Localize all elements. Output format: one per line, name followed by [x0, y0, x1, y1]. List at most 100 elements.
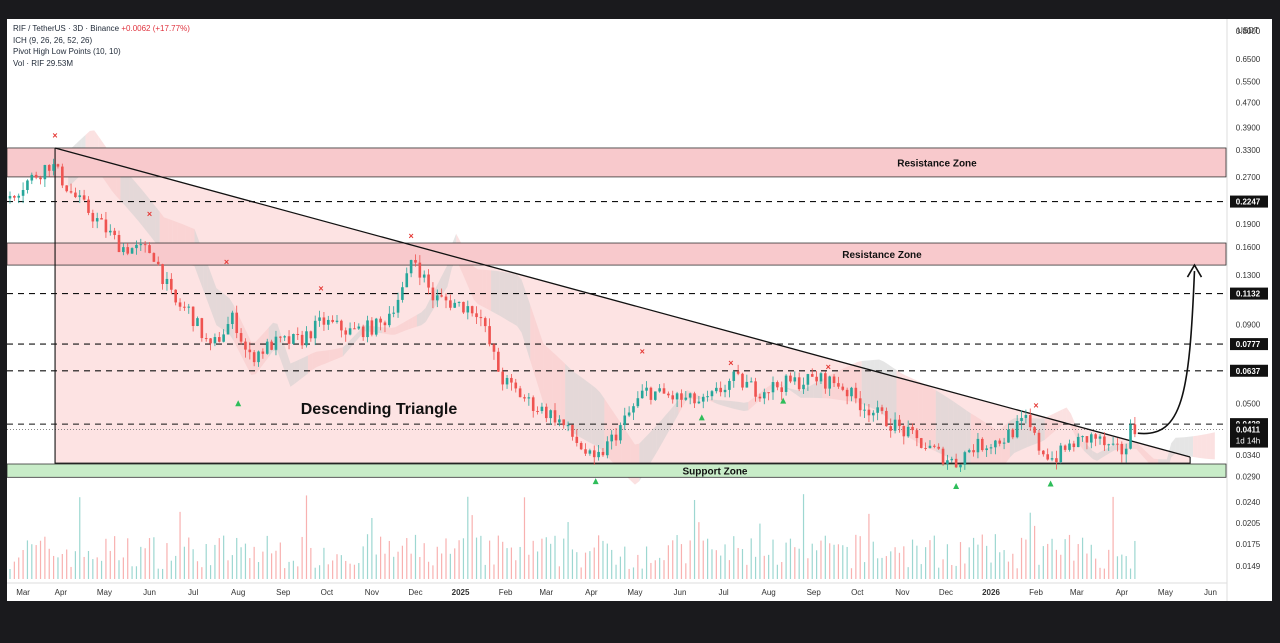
- candle-body: [771, 382, 775, 393]
- level-price-label: 0.2247: [1236, 198, 1261, 207]
- volume-bar: [580, 567, 582, 579]
- volume-bar: [406, 538, 408, 579]
- candle-body: [850, 387, 853, 397]
- cloud-segment: [717, 400, 723, 406]
- candle-body: [191, 306, 195, 327]
- volume-bar: [772, 539, 774, 579]
- candle-body: [1007, 429, 1010, 443]
- time-tick-label: 2025: [452, 588, 470, 597]
- candle-body: [693, 393, 696, 404]
- candle-body: [649, 387, 653, 400]
- volume-bar: [1038, 564, 1040, 579]
- pivot-low-marker: [780, 397, 787, 404]
- candle-body: [30, 174, 34, 181]
- volume-bar: [972, 537, 975, 579]
- ichimoku-legend[interactable]: ICH (9, 26, 26, 52, 26): [13, 36, 93, 45]
- volume-bar: [471, 515, 473, 579]
- volume-bar: [244, 543, 247, 579]
- candle-body: [854, 387, 858, 399]
- volume-bar: [297, 566, 299, 579]
- projection-arrowhead: [1186, 263, 1203, 278]
- time-tick-label: Aug: [762, 588, 776, 597]
- time-tick-label: May: [97, 588, 112, 597]
- candle-body: [61, 166, 64, 186]
- cloud-segment: [556, 355, 561, 422]
- candle-body: [902, 426, 906, 437]
- cloud-segment: [735, 401, 740, 411]
- cloud-segment: [312, 351, 317, 370]
- price-tick-label: 0.8000: [1236, 27, 1261, 36]
- cloud-segment: [395, 324, 400, 335]
- cloud-segment: [146, 195, 151, 237]
- candle-body: [152, 253, 156, 262]
- cloud-segment: [1114, 443, 1119, 451]
- cloud-segment: [722, 400, 727, 407]
- candle-body: [313, 320, 317, 339]
- volume-bar: [1099, 567, 1101, 579]
- cloud-segment: [1175, 437, 1180, 455]
- candle-body: [898, 419, 901, 427]
- cloud-segment: [473, 266, 478, 305]
- volume-bar: [153, 537, 155, 579]
- candle-body: [69, 191, 73, 193]
- candle-body: [954, 458, 958, 468]
- volume-bar: [188, 537, 190, 579]
- volume-bar: [1086, 553, 1088, 579]
- cloud-segment: [1022, 418, 1028, 450]
- volume-bar: [240, 547, 242, 579]
- candle-body: [466, 306, 470, 313]
- price-chart[interactable]: Resistance Zone Resistance Zone Support Zo…: [7, 19, 1272, 601]
- resistance-zone-2[interactable]: [7, 242, 1227, 266]
- cloud-segment: [1206, 433, 1211, 460]
- volume-bar: [959, 542, 962, 579]
- cloud-segment: [539, 330, 544, 403]
- cloud-segment: [935, 390, 941, 454]
- volume-bar: [266, 535, 268, 579]
- volume-bar: [798, 548, 800, 579]
- pivot-legend[interactable]: Pivot High Low Points (10, 10): [13, 47, 121, 56]
- candle-body: [871, 412, 875, 416]
- volume-bar: [441, 553, 443, 579]
- candle-body: [122, 247, 125, 253]
- cloud-segment: [953, 401, 958, 462]
- candle-body: [784, 375, 788, 392]
- price-tick-label: 0.0290: [1236, 472, 1261, 481]
- support-zone[interactable]: [7, 463, 1227, 478]
- volume-bar: [292, 560, 295, 579]
- volume-bar: [515, 560, 517, 579]
- cloud-segment: [508, 272, 513, 324]
- volume-bars: [9, 494, 1136, 579]
- volume-bar: [737, 547, 739, 579]
- candle-body: [762, 392, 766, 399]
- candle-body: [667, 393, 670, 396]
- volume-bar: [336, 554, 338, 579]
- candle-body: [544, 406, 548, 419]
- candle-body: [989, 447, 993, 449]
- volume-bar: [1051, 538, 1053, 579]
- candle-body: [1020, 417, 1023, 422]
- cloud-segment: [347, 338, 352, 352]
- candle-body: [536, 410, 539, 412]
- candle-body: [470, 306, 474, 314]
- cloud-segment: [1123, 443, 1128, 450]
- descending-trendline[interactable]: [54, 147, 1191, 458]
- volume-bar: [942, 559, 944, 579]
- candle-body: [1068, 443, 1071, 450]
- cloud-segment: [1079, 434, 1085, 451]
- candle-body: [457, 301, 461, 303]
- candle-body: [235, 312, 239, 334]
- volume-bar: [929, 540, 931, 579]
- price-tick-label: 0.0240: [1236, 498, 1261, 507]
- resistance-zone-1[interactable]: [7, 147, 1227, 178]
- cloud-segment: [155, 206, 160, 249]
- time-tick-label: Oct: [851, 588, 864, 597]
- volume-bar: [135, 566, 138, 579]
- candle-body: [300, 334, 304, 346]
- cloud-segment: [499, 271, 505, 319]
- candle-body: [824, 373, 827, 389]
- time-tick-label: Apr: [1116, 588, 1129, 597]
- volume-bar: [724, 544, 726, 579]
- candle-body: [806, 374, 810, 385]
- candle-body: [1072, 443, 1076, 448]
- volume-legend[interactable]: Vol · RIF 29.53M: [13, 59, 74, 68]
